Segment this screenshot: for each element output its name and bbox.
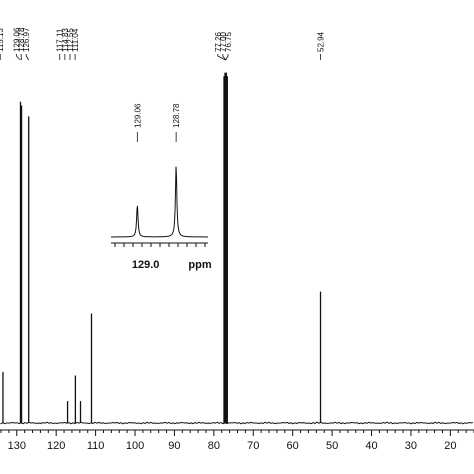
peak-label: 115.13 — [0, 28, 5, 52]
peak-label-leader — [15, 54, 21, 61]
x-axis: 130 120 110 100 90 80 70 60 50 40 30 20 — [0, 429, 474, 452]
inset-unit-label: ppm — [188, 259, 211, 271]
peak-lines — [2, 72, 322, 423]
x-tick-label: 100 — [126, 440, 144, 452]
x-tick-label: 20 — [444, 440, 456, 452]
baseline — [0, 421, 474, 425]
peak-label: 129.06 — [12, 27, 21, 52]
peak-label-leader — [217, 54, 226, 61]
peak-label: 77.00 — [219, 31, 228, 52]
x-tick-label: 70 — [247, 440, 259, 452]
peak-label: 76.75 — [224, 31, 233, 52]
peak-label: 52.94 — [317, 31, 326, 52]
peak-label: 111.04 — [71, 28, 80, 52]
x-tick-label: 30 — [405, 440, 417, 452]
x-tick-label: 50 — [326, 440, 338, 452]
x-tick-label: 120 — [47, 440, 65, 452]
peak-label-leader — [25, 54, 30, 61]
x-tick-label: 90 — [168, 440, 180, 452]
inset-spectrum: 129.0 ppm 129.06 128.78 — [110, 103, 212, 271]
peak-label: 126.97 — [22, 27, 31, 52]
x-tick-label: 130 — [8, 440, 26, 452]
inset-x-label: 129.0 — [132, 259, 160, 271]
inset-peak-label: 129.06 — [133, 103, 142, 128]
x-tick-label: 60 — [287, 440, 299, 452]
inset-trace — [110, 166, 209, 238]
peak-label-leader — [222, 54, 227, 61]
peak-label-leader — [225, 54, 229, 61]
x-tick-label: 40 — [365, 440, 377, 452]
inset-peak-label: 128.78 — [172, 103, 181, 128]
peak-label: 77.26 — [214, 31, 223, 52]
x-tick-label: 110 — [87, 440, 105, 452]
peak-label: 128.78 — [17, 27, 26, 52]
baseline-trace — [0, 421, 474, 425]
peak-label: 112.55 — [66, 28, 75, 52]
peak-label: 117.11 — [56, 28, 65, 52]
peak-label: 114.83 — [61, 28, 70, 52]
x-tick-label: 80 — [208, 440, 220, 452]
